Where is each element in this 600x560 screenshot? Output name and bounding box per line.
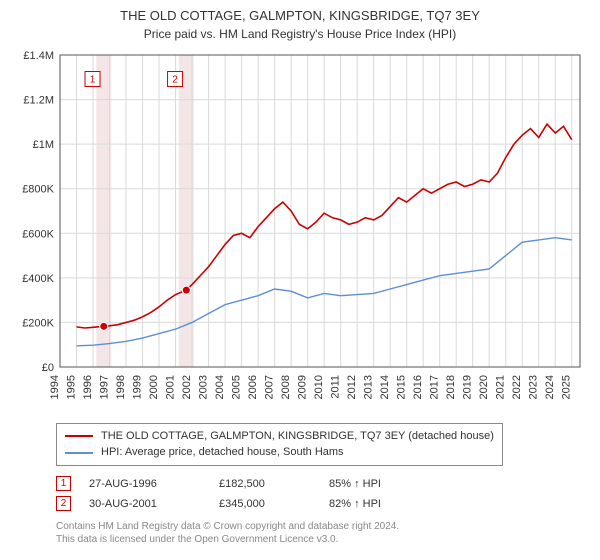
svg-text:1996: 1996 bbox=[82, 375, 94, 399]
svg-text:2021: 2021 bbox=[495, 375, 507, 399]
legend-swatch bbox=[65, 435, 93, 437]
svg-text:2004: 2004 bbox=[214, 375, 226, 399]
legend-row: THE OLD COTTAGE, GALMPTON, KINGSBRIDGE, … bbox=[65, 428, 494, 445]
legend-swatch bbox=[65, 452, 93, 454]
sale-marker-1: 1 bbox=[56, 476, 71, 491]
svg-text:2000: 2000 bbox=[148, 375, 160, 399]
svg-text:£800K: £800K bbox=[22, 184, 54, 196]
chart-area: £0 £200K £400K £600K £800K £1M £1.2M £1.4M 1994 1… bbox=[12, 47, 588, 417]
svg-text:2019: 2019 bbox=[462, 375, 474, 399]
legend-label: HPI: Average price, detached house, Sout… bbox=[101, 444, 344, 461]
svg-text:2025: 2025 bbox=[561, 375, 573, 399]
legend: THE OLD COTTAGE, GALMPTON, KINGSBRIDGE, … bbox=[56, 423, 503, 466]
svg-text:2007: 2007 bbox=[264, 375, 276, 399]
svg-text:1997: 1997 bbox=[99, 375, 111, 399]
svg-text:£1.4M: £1.4M bbox=[23, 50, 54, 62]
svg-text:2024: 2024 bbox=[544, 375, 556, 399]
sale-label-1: 1 bbox=[90, 74, 96, 85]
footnote-line: Contains HM Land Registry data © Crown c… bbox=[56, 520, 588, 533]
sale-pct: 85% ↑ HPI bbox=[329, 478, 449, 490]
svg-text:£1.2M: £1.2M bbox=[23, 94, 54, 106]
line-chart-svg: £0 £200K £400K £600K £800K £1M £1.2M £1.4M 1994 1… bbox=[12, 47, 588, 417]
svg-text:£0: £0 bbox=[42, 362, 54, 374]
svg-text:2022: 2022 bbox=[511, 375, 523, 399]
chart-subtitle: Price paid vs. HM Land Registry's House … bbox=[12, 27, 588, 41]
svg-text:2013: 2013 bbox=[363, 375, 375, 399]
svg-text:2009: 2009 bbox=[297, 375, 309, 399]
sale-row: 2 30-AUG-2001£345,00082% ↑ HPI bbox=[56, 494, 588, 514]
sale-marker-2: 2 bbox=[56, 496, 71, 511]
footnote-line: This data is licensed under the Open Gov… bbox=[56, 533, 588, 546]
svg-text:2011: 2011 bbox=[330, 375, 342, 399]
sale-price: £345,000 bbox=[219, 498, 329, 510]
svg-text:2002: 2002 bbox=[181, 375, 193, 399]
svg-text:2010: 2010 bbox=[313, 375, 325, 399]
chart-title: THE OLD COTTAGE, GALMPTON, KINGSBRIDGE, … bbox=[12, 8, 588, 25]
svg-text:2023: 2023 bbox=[528, 375, 540, 399]
svg-text:2008: 2008 bbox=[280, 375, 292, 399]
svg-text:2003: 2003 bbox=[198, 375, 210, 399]
legend-label: THE OLD COTTAGE, GALMPTON, KINGSBRIDGE, … bbox=[101, 428, 494, 445]
svg-text:£600K: £600K bbox=[22, 228, 54, 240]
svg-text:1998: 1998 bbox=[115, 375, 127, 399]
svg-text:2018: 2018 bbox=[445, 375, 457, 399]
svg-text:2012: 2012 bbox=[346, 375, 358, 399]
svg-text:1994: 1994 bbox=[49, 375, 61, 399]
svg-text:1999: 1999 bbox=[132, 375, 144, 399]
svg-text:2017: 2017 bbox=[429, 375, 441, 399]
svg-text:2006: 2006 bbox=[247, 375, 259, 399]
svg-text:1995: 1995 bbox=[66, 375, 78, 399]
svg-text:2016: 2016 bbox=[412, 375, 424, 399]
footnote: Contains HM Land Registry data © Crown c… bbox=[56, 520, 588, 546]
svg-text:2020: 2020 bbox=[478, 375, 490, 399]
svg-text:2001: 2001 bbox=[165, 375, 177, 399]
sale-date: 27-AUG-1996 bbox=[89, 478, 219, 490]
sale-pct: 82% ↑ HPI bbox=[329, 498, 449, 510]
svg-text:£1M: £1M bbox=[33, 139, 54, 151]
svg-text:2014: 2014 bbox=[379, 375, 391, 399]
sale-price: £182,500 bbox=[219, 478, 329, 490]
sale-label-2: 2 bbox=[172, 74, 178, 85]
svg-text:£200K: £200K bbox=[22, 317, 54, 329]
sale-point-1 bbox=[100, 322, 108, 330]
sales-table: 1 27-AUG-1996£182,50085% ↑ HPI 2 30-AUG-200… bbox=[56, 474, 588, 514]
sale-date: 30-AUG-2001 bbox=[89, 498, 219, 510]
sale-row: 1 27-AUG-1996£182,50085% ↑ HPI bbox=[56, 474, 588, 494]
sale-point-2 bbox=[182, 286, 190, 294]
svg-text:2005: 2005 bbox=[231, 375, 243, 399]
chart-container: THE OLD COTTAGE, GALMPTON, KINGSBRIDGE, … bbox=[0, 0, 600, 560]
legend-row: HPI: Average price, detached house, Sout… bbox=[65, 444, 494, 461]
svg-text:2015: 2015 bbox=[396, 375, 408, 399]
svg-text:£400K: £400K bbox=[22, 273, 54, 285]
